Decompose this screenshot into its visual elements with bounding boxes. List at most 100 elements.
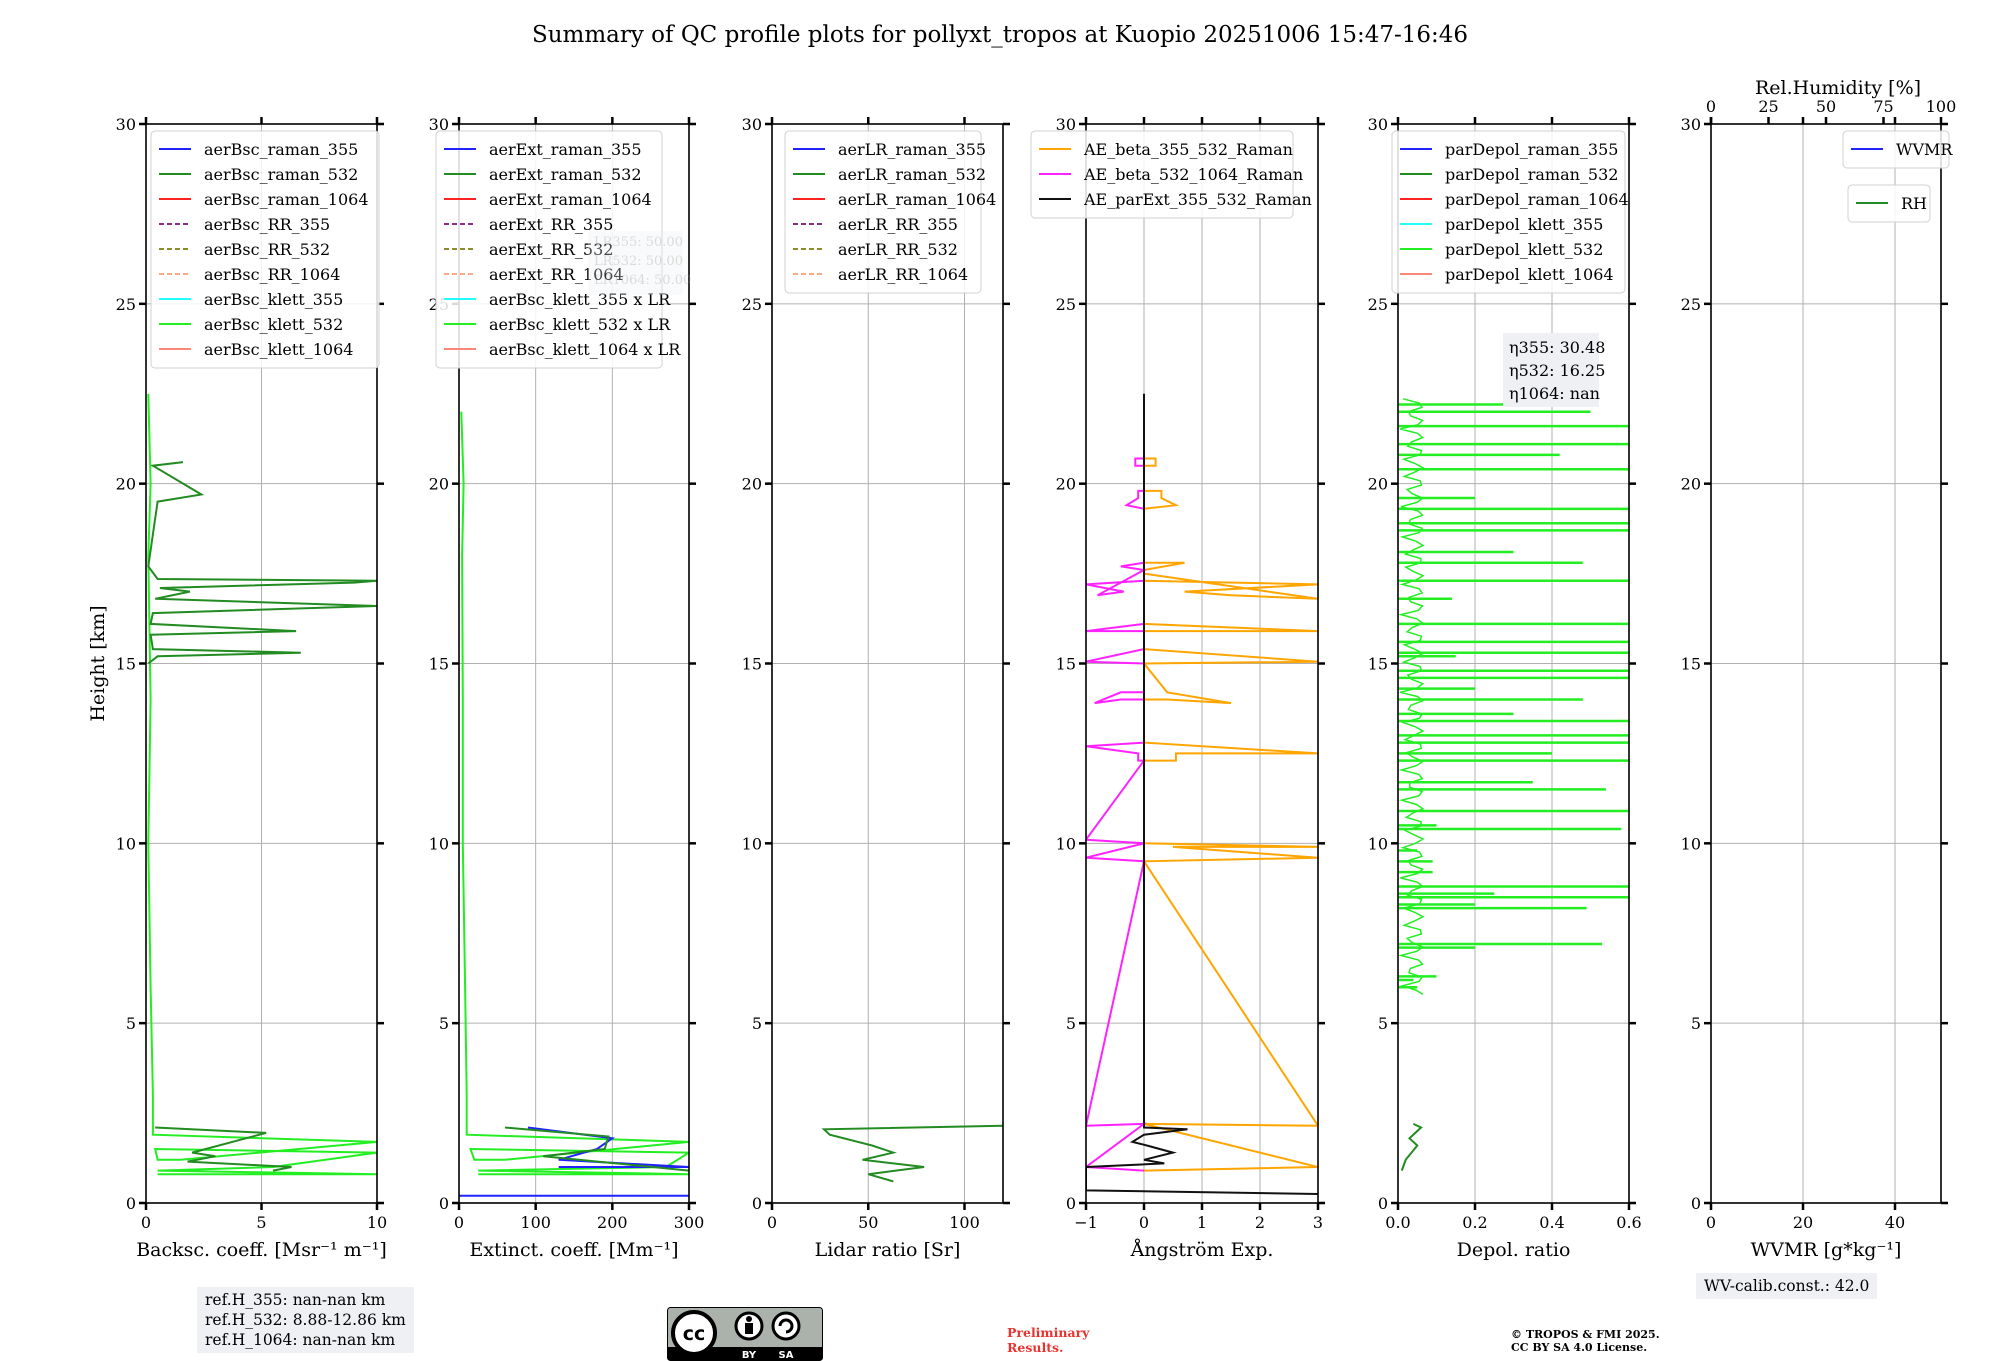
x-tick-label: 0.6 <box>1616 1213 1641 1232</box>
x-tick-label: 300 <box>674 1213 705 1232</box>
y-tick-label: 15 <box>1368 655 1388 674</box>
top-x-tick-label: 75 <box>1873 97 1893 116</box>
y-tick-label: 5 <box>1066 1014 1076 1033</box>
series-AE_beta_355_532_Raman <box>1141 457 1318 1172</box>
annotation-line: η355: 30.48 <box>1509 338 1605 357</box>
y-tick-label: 5 <box>1691 1014 1701 1033</box>
legend-frame <box>1030 130 1294 219</box>
legend-label: parDepol_raman_355 <box>1445 140 1618 159</box>
data-layer <box>821 1124 1003 1183</box>
legend-label: aerLR_raman_355 <box>838 140 986 159</box>
panel-backscatter: 0 5 10 15 20 25 30 0 5 10 Backsc. coeff. [Msr⁻¹ m⁻… <box>87 115 387 1261</box>
y-tick-label: 0 <box>752 1194 762 1213</box>
y-tick-label: 15 <box>1681 655 1701 674</box>
y-tick-label: 0 <box>1066 1194 1076 1213</box>
legend-label: parDepol_klett_532 <box>1445 240 1603 259</box>
legend-label: aerExt_raman_1064 <box>489 190 652 209</box>
legend-label: aerBsc_RR_355 <box>204 215 330 234</box>
top-x-tick-label: 100 <box>1926 97 1957 116</box>
series-aerBsc_raman_532 <box>155 1126 292 1172</box>
x-tick-label: 10 <box>367 1213 387 1232</box>
legend-frame <box>784 130 982 294</box>
y-tick-label: 25 <box>116 295 136 314</box>
y-tick-label: 10 <box>1056 834 1076 853</box>
x-tick-label: 200 <box>597 1213 628 1232</box>
y-tick-label: 25 <box>1056 295 1076 314</box>
legend-frame <box>435 130 663 369</box>
legend-label: aerExt_RR_1064 <box>489 265 624 284</box>
series-AE_beta_532_1064_Raman <box>1086 457 1148 1172</box>
x-tick-label: 3 <box>1313 1213 1323 1232</box>
legend: aerLR_raman_355 aerLR_raman_532 aerLR_rama… <box>784 130 996 294</box>
top-x-tick-label: 0 <box>1706 97 1716 116</box>
y-tick-label: 15 <box>1056 655 1076 674</box>
x-axis-label: Extinct. coeff. [Mm⁻¹] <box>469 1239 678 1261</box>
y-tick-label: 10 <box>742 834 762 853</box>
y-tick-label: 30 <box>1681 115 1701 134</box>
panel-wvmr: 0 5 10 15 20 25 30 0 20 40 WVMR [g*kg⁻¹] 0 25 50 75 100… <box>1681 77 1957 1261</box>
legend-label: aerBsc_klett_355 <box>204 290 343 309</box>
legend-label: aerExt_RR_532 <box>489 240 613 259</box>
y-axis-label: Height [km] <box>87 605 109 721</box>
y-tick-label: 30 <box>742 115 762 134</box>
y-tick-label: 5 <box>1378 1014 1388 1033</box>
y-tick-label: 20 <box>742 475 762 494</box>
legend-label: aerLR_RR_355 <box>838 215 958 234</box>
legend-label: aerBsc_klett_532 <box>204 315 343 334</box>
legend: AE_beta_355_532_Raman AE_beta_532_1064_Ra… <box>1030 130 1312 219</box>
sa-icon <box>771 1311 801 1341</box>
legend-label: aerBsc_raman_1064 <box>204 190 369 209</box>
copyright-notice: © TROPOS & FMI 2025. CC BY SA 4.0 Licens… <box>1511 1328 1660 1354</box>
annotation-bg <box>1503 333 1599 407</box>
annotation-line: LR355: 50.00 <box>594 235 683 250</box>
y-tick-label: 5 <box>439 1014 449 1033</box>
legend-label: aerExt_RR_355 <box>489 215 613 234</box>
legend-label: aerLR_raman_1064 <box>838 190 996 209</box>
y-tick-label: 25 <box>1681 295 1701 314</box>
series-aerExt_raman_355 <box>527 1126 689 1168</box>
y-tick-label: 0 <box>1691 1194 1701 1213</box>
x-axis-label: Ångström Exp. <box>1130 1239 1274 1261</box>
preliminary-notice: Preliminary Results. <box>1007 1325 1090 1355</box>
x-tick-label: −1 <box>1074 1213 1098 1232</box>
y-tick-label: 20 <box>1056 475 1076 494</box>
series-parDepol_raman_532 <box>1400 1122 1423 1171</box>
legend-label: aerBsc_klett_532 x LR <box>489 315 671 334</box>
data-layer <box>147 393 377 1176</box>
x-tick-label: 2 <box>1255 1213 1265 1232</box>
x-tick-label: 100 <box>949 1213 980 1232</box>
top-x-tick-label: 50 <box>1816 97 1836 116</box>
y-tick-label: 30 <box>429 115 449 134</box>
y-tick-label: 20 <box>1681 475 1701 494</box>
panel-lidar-ratio: 0 5 10 15 20 25 30 0 50 100 Lidar ratio [Sr] aerLR_… <box>742 115 1010 1261</box>
x-tick-label: 20 <box>1793 1213 1813 1232</box>
legend-label: aerLR_raman_532 <box>838 165 986 184</box>
x-tick-label: 0.4 <box>1539 1213 1564 1232</box>
y-tick-label: 20 <box>1368 475 1388 494</box>
annotation-line: LR532: 50.00 <box>594 254 683 269</box>
x-axis-label: WVMR [g*kg⁻¹] <box>1751 1239 1902 1261</box>
legend-label: aerExt_raman_532 <box>489 165 642 184</box>
y-tick-label: 5 <box>126 1014 136 1033</box>
x-tick-label: 0.2 <box>1462 1213 1487 1232</box>
legend-label: aerBsc_klett_355 x LR <box>489 290 671 309</box>
series-aerLR_raman_532 <box>821 1124 1003 1183</box>
series-aerExt_raman_532 <box>504 1126 689 1172</box>
legend-label: AE_beta_355_532_Raman <box>1083 140 1293 159</box>
legend-label: AE_parExt_355_532_Raman <box>1083 190 1312 209</box>
annotation-line: η532: 16.25 <box>1509 361 1605 380</box>
y-tick-label: 20 <box>429 475 449 494</box>
x-tick-label: 0 <box>141 1213 151 1232</box>
y-tick-label: 0 <box>439 1194 449 1213</box>
y-tick-label: 15 <box>429 655 449 674</box>
legend-label: parDepol_raman_532 <box>1445 165 1618 184</box>
x-tick-label: 50 <box>858 1213 878 1232</box>
top-x-axis-label: Rel.Humidity [%] <box>1755 77 1921 99</box>
cc-by-sa-badge: cc BY SA <box>667 1307 823 1361</box>
legend-rh: RH <box>1847 184 1931 223</box>
top-x-tick-label: 25 <box>1758 97 1778 116</box>
legend-label: aerBsc_klett_1064 x LR <box>489 340 681 359</box>
x-tick-label: 0 <box>1139 1213 1149 1232</box>
legend-label: RH <box>1901 194 1927 213</box>
